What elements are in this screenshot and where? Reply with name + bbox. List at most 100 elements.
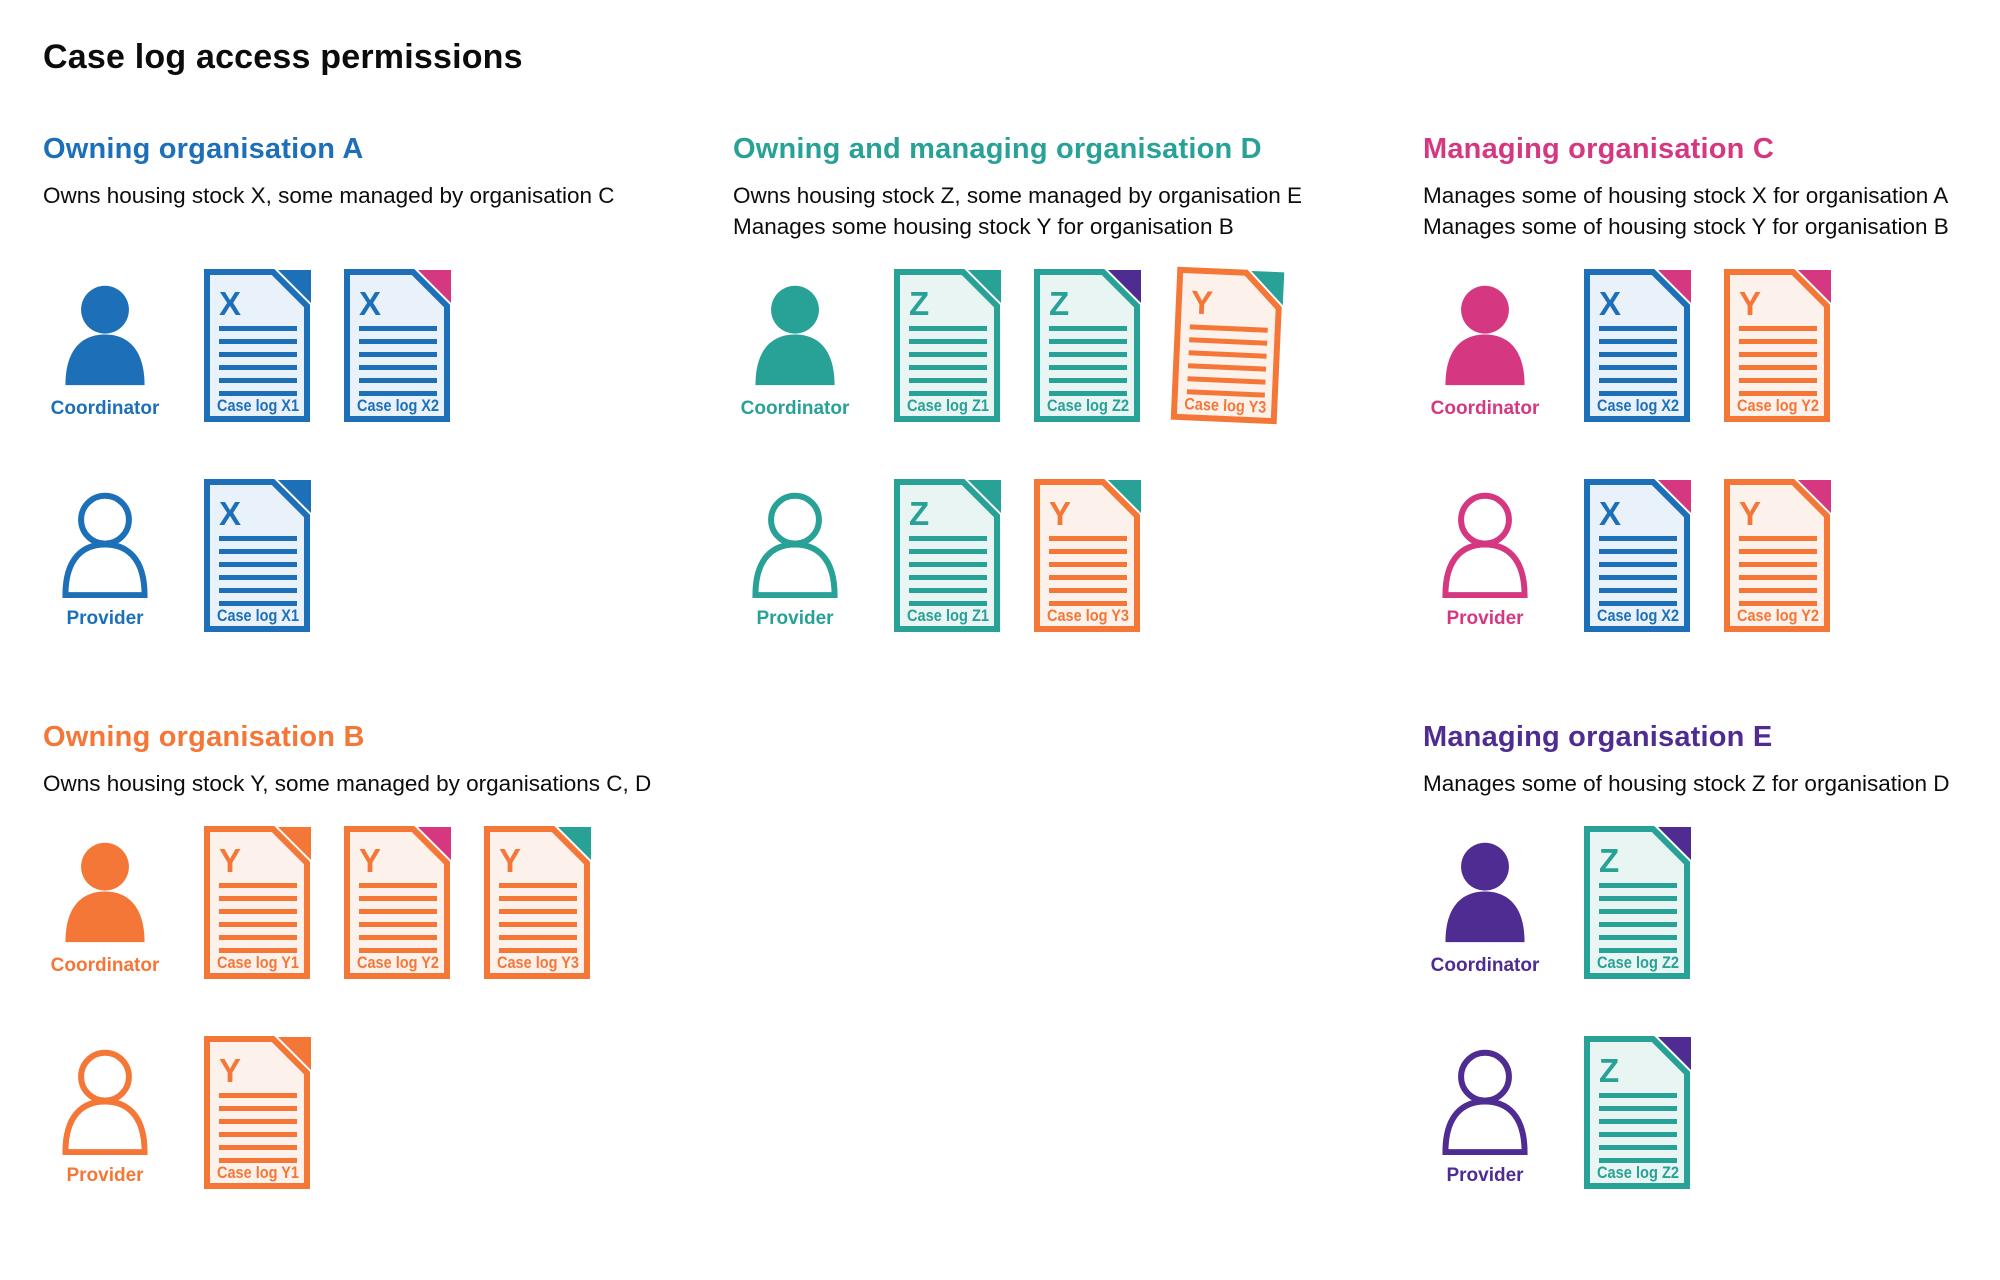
case-log-doc-icon: X Case log X1 (204, 479, 311, 632)
doc-label: Case log X1 (217, 607, 299, 625)
case-log-doc-icon: Y Case log Y2 (1724, 269, 1831, 422)
doc-folded-corner (1108, 270, 1141, 303)
doc-stock-letter: X (1599, 495, 1621, 532)
doc-folded-corner (1658, 827, 1691, 860)
person-head-shape (1461, 842, 1509, 891)
person-role-label: Provider (756, 608, 834, 629)
doc-text-line (219, 883, 297, 888)
doc-text-line (499, 948, 577, 953)
coordinator-permissions-row: Coordinator X Case log X2 Y Case log Y2 (1423, 268, 1970, 423)
doc-text-line (1049, 588, 1127, 593)
doc-folded-corner (1658, 480, 1691, 513)
doc-text-line (909, 326, 987, 331)
doc-label: Case log Z2 (1597, 1164, 1679, 1182)
doc-label: Case log Y1 (217, 1164, 299, 1182)
doc-text-line (219, 1106, 297, 1111)
doc-text-line (1049, 562, 1127, 567)
doc-text-line (1599, 391, 1677, 396)
provider-permissions-row: Provider Z Case log Z2 (1423, 1035, 1970, 1190)
doc-text-line (499, 896, 577, 901)
doc-text-line (499, 922, 577, 927)
doc-label: Case log X2 (1597, 397, 1679, 415)
person-role-label: Provider (1446, 1165, 1524, 1186)
doc-text-line (1599, 883, 1677, 888)
section-description: Owns housing stock Y, some managed by or… (43, 768, 733, 799)
doc-text-line (219, 575, 297, 580)
doc-text-line (1049, 326, 1127, 331)
case-log-doc: Z Case log Z1 (893, 478, 1003, 633)
case-log-docs: Y Case log Y1 (203, 1035, 313, 1190)
doc-text-line (1739, 378, 1817, 383)
provider-person-icon (1442, 492, 1528, 598)
case-log-doc: X Case log X1 (203, 478, 313, 633)
case-log-docs: Z Case log Z1 Y Case log Y3 (893, 478, 1143, 633)
doc-text-line (1049, 575, 1127, 580)
doc-text-line (1189, 337, 1268, 346)
case-log-doc-icon: Y Case log Y3 (1170, 266, 1285, 425)
doc-text-line (219, 1093, 297, 1098)
doc-text-line (909, 575, 987, 580)
coordinator-person: Coordinator (1423, 839, 1547, 977)
doc-text-line (1739, 601, 1817, 606)
doc-text-line (909, 365, 987, 370)
doc-text-line (1599, 536, 1677, 541)
coordinator-person-icon (1445, 842, 1525, 943)
doc-text-line (1739, 588, 1817, 593)
description-line: Manages some of housing stock X for orga… (1423, 183, 1949, 208)
doc-stock-letter: Z (909, 285, 929, 322)
doc-label: Case log Z2 (1047, 397, 1129, 415)
doc-folded-corner (1798, 480, 1831, 513)
doc-text-line (1049, 378, 1127, 383)
doc-text-line (359, 922, 437, 927)
doc-stock-letter: Y (1739, 495, 1761, 532)
case-log-doc: Z Case log Z1 (893, 268, 1003, 423)
doc-text-line (1599, 922, 1677, 927)
case-log-docs: X Case log X2 Y Case log Y2 (1583, 268, 1833, 423)
doc-text-line (1049, 536, 1127, 541)
case-log-doc-icon: Y Case log Y3 (1034, 479, 1141, 632)
doc-text-line (219, 326, 297, 331)
doc-text-line (1186, 389, 1265, 398)
case-log-doc-icon: Y Case log Y1 (204, 1036, 311, 1189)
person-role-label: Coordinator (50, 955, 160, 976)
doc-text-line (359, 378, 437, 383)
doc-label: Case log X1 (217, 397, 299, 415)
doc-stock-letter: Z (1049, 285, 1069, 322)
doc-text-line (499, 883, 577, 888)
doc-folded-corner (1251, 270, 1285, 306)
doc-text-line (1188, 350, 1267, 359)
doc-text-line (1599, 909, 1677, 914)
doc-text-line (909, 549, 987, 554)
case-log-doc-icon: Z Case log Z2 (1034, 269, 1141, 422)
person-head-shape (771, 285, 819, 334)
provider-person: Provider (1423, 1049, 1547, 1187)
doc-text-line (1739, 326, 1817, 331)
doc-label: Case log Y2 (357, 954, 439, 972)
doc-text-line (909, 339, 987, 344)
section-heading: Owning organisation A (43, 133, 364, 165)
coordinator-person: Coordinator (43, 282, 167, 420)
doc-text-line (219, 601, 297, 606)
person-head-shape (78, 492, 132, 547)
person-body-shape (755, 334, 835, 386)
doc-text-line (219, 391, 297, 396)
doc-folded-corner (968, 480, 1001, 513)
doc-folded-corner (1658, 1037, 1691, 1070)
doc-text-line (219, 909, 297, 914)
doc-text-line (1599, 948, 1677, 953)
description-line: Manages some of housing stock Z for orga… (1423, 771, 1950, 796)
doc-text-line (1599, 601, 1677, 606)
doc-label: Case log Y3 (497, 954, 579, 972)
doc-text-line (1599, 339, 1677, 344)
doc-text-line (1049, 391, 1127, 396)
doc-label: Case log Y2 (1737, 607, 1819, 625)
doc-label: Case log Y2 (1737, 397, 1819, 415)
case-log-doc-icon: X Case log X2 (1584, 269, 1691, 422)
doc-text-line (499, 909, 577, 914)
section-managing-organisation-e: Managing organisation E Manages some of h… (1423, 721, 1970, 1190)
person-head-shape (81, 842, 129, 891)
coordinator-permissions-row: Coordinator Y Case log Y1 Y Case log Y2 Y Case… (43, 825, 733, 980)
doc-label: Case log Z2 (1597, 954, 1679, 972)
case-log-doc: Y Case log Y3 (483, 825, 593, 980)
section-description: Manages some of housing stock X for orga… (1423, 180, 1970, 242)
